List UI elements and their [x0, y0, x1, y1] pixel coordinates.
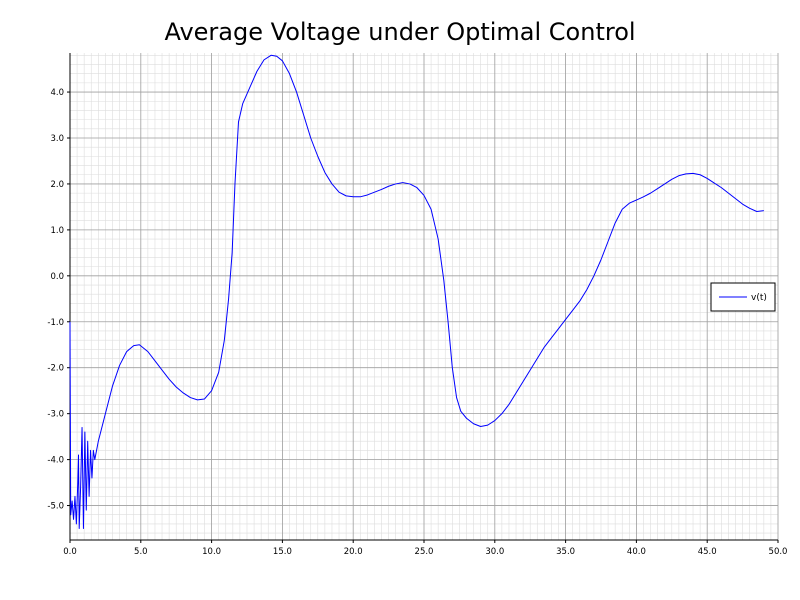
y-tick-label: -3.0 [47, 410, 64, 420]
y-tick-label: 3.0 [50, 134, 64, 144]
legend: v(t) [710, 282, 776, 312]
x-tick-label: 20.0 [344, 547, 363, 557]
x-tick-label: 15.0 [273, 547, 292, 557]
y-tick-label: -4.0 [47, 456, 64, 466]
chart-title: Average Voltage under Optimal Control [164, 18, 636, 46]
y-tick-label: 2.0 [50, 180, 64, 190]
x-tick-label: 40.0 [627, 547, 646, 557]
y-tick-label: -2.0 [47, 364, 64, 374]
y-ticks: 4.0 3.0 2.0 1.0 0.0 -1.0 -2.0 -3.0 -4.0 -5.0 [47, 88, 70, 512]
x-tick-label: 30.0 [485, 547, 504, 557]
x-tick-label: 10.0 [202, 547, 221, 557]
y-tick-label: -5.0 [47, 502, 64, 512]
x-tick-label: 0.0 [63, 547, 77, 557]
y-tick-label: -1.0 [47, 318, 64, 328]
x-ticks: 0.0 5.0 10.0 15.0 20.0 25.0 30.0 35.0 40.0 45.0 50… [63, 540, 787, 557]
x-tick-label: 25.0 [415, 547, 434, 557]
y-tick-label: 1.0 [50, 226, 64, 236]
y-tick-label: 4.0 [50, 88, 64, 98]
series-layer [69, 54, 764, 530]
x-tick-label: 50.0 [769, 547, 788, 557]
x-tick-label: 5.0 [134, 547, 148, 557]
y-tick-label: 0.0 [50, 272, 64, 282]
major-grid [69, 53, 779, 540]
x-tick-label: 45.0 [698, 547, 717, 557]
legend-label: v(t) [751, 293, 767, 303]
series-line [69, 54, 764, 530]
x-tick-label: 35.0 [556, 547, 575, 557]
